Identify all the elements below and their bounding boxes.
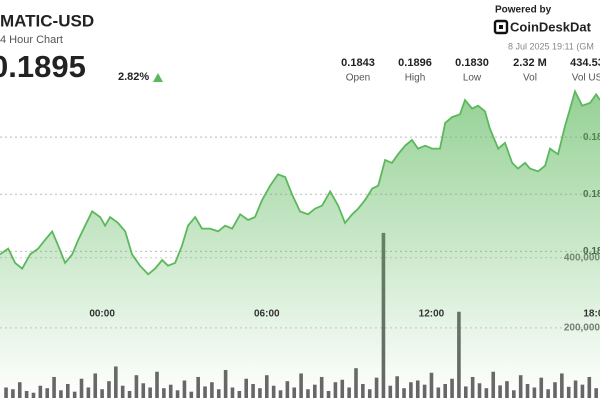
timestamp: 8 Jul 2025 19:11 (GM [508, 41, 594, 51]
powered-by: Powered by [495, 5, 552, 16]
change: 2.82% [118, 71, 149, 83]
price: 0.1895 [0, 49, 86, 84]
x-tick-label: 18:00 [583, 309, 600, 320]
symbol: MATIC-USD [0, 11, 94, 30]
stats: 0.1843 Open 0.1896 High 0.1830 Low 2.32 M Vol 43… [341, 57, 600, 84]
plot: 400,000200,0000.1880.1860.18400:0006:001… [0, 88, 600, 399]
stat-label: Vol US [572, 73, 600, 84]
stat-value: 434.53 [570, 57, 600, 69]
stat-label: High [405, 73, 426, 84]
stat-value: 0.1830 [455, 57, 489, 69]
logo-icon [493, 19, 509, 35]
stat-value: 0.1843 [341, 57, 375, 69]
subtitle: 4 Hour Chart [0, 34, 63, 46]
brand-name: CoinDeskDat [510, 19, 592, 34]
x-tick-label: 00:00 [89, 309, 115, 320]
area-fill [0, 91, 600, 399]
stat-label: Open [346, 73, 370, 84]
price-line [0, 88, 600, 276]
stat-value: 2.32 M [513, 57, 547, 69]
x-tick-label: 06:00 [254, 309, 280, 320]
up-arrow [153, 73, 163, 82]
stat-value: 0.1896 [398, 57, 432, 69]
stat-label: Vol [523, 73, 537, 84]
x-tick-label: 12:00 [419, 309, 445, 320]
stat-label: Low [463, 73, 482, 84]
